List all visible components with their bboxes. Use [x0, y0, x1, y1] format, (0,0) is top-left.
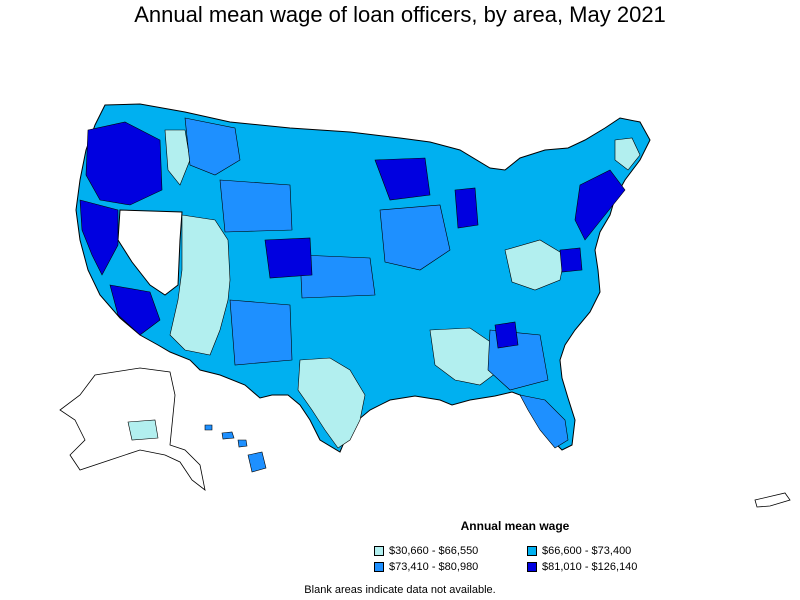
legend-label-4: $81,010 - $126,140	[542, 561, 638, 573]
tier-mid-regions	[184, 117, 569, 449]
region-southern-california	[109, 284, 161, 336]
hawaii	[204, 424, 267, 473]
region-atlanta	[494, 321, 519, 349]
map-title: Annual mean wage of loan officers, by ar…	[134, 2, 666, 27]
legend-label-2: $66,600 - $73,400	[542, 545, 632, 557]
region-dc	[559, 247, 583, 273]
legend-title: Annual mean wage	[460, 519, 570, 533]
legend-swatch-1	[374, 546, 384, 556]
blank-nevada	[117, 209, 183, 296]
legend-item-3: $73,410 - $80,980	[374, 561, 478, 573]
region-colorado	[264, 237, 313, 279]
region-northeast	[574, 169, 626, 241]
region-maine	[614, 137, 641, 171]
footnote: Blank areas indicate data not available.	[304, 584, 496, 596]
region-chicago	[454, 187, 479, 229]
region-kansas	[299, 254, 376, 299]
legend-item-2: $66,600 - $73,400	[527, 545, 631, 557]
region-florida	[519, 394, 569, 449]
region-idaho	[164, 129, 191, 186]
region-montana-west	[184, 117, 241, 176]
tier-light-regions	[164, 129, 641, 449]
region-new-mexico	[229, 299, 293, 366]
region-wyoming	[219, 179, 293, 233]
legend-label-3: $73,410 - $80,980	[389, 561, 479, 573]
legend-item-1: $30,660 - $66,550	[374, 545, 478, 557]
puerto-rico	[754, 492, 791, 508]
region-california	[79, 199, 119, 276]
region-utah-arizona	[169, 214, 231, 356]
region-appalachia	[504, 239, 566, 291]
region-deep-south	[429, 327, 501, 386]
legend-label-1: $30,660 - $66,550	[389, 545, 479, 557]
legend-item-4: $81,010 - $126,140	[527, 561, 637, 573]
region-minneapolis	[374, 157, 431, 201]
region-pacific-northwest	[85, 121, 163, 206]
alaska-shaded-area	[127, 419, 159, 441]
legend-swatch-2	[527, 546, 537, 556]
region-texas-south	[297, 357, 366, 449]
legend-swatch-3	[374, 562, 384, 572]
region-midwest	[379, 204, 451, 271]
legend-swatch-4	[527, 562, 537, 572]
tier-high-regions	[79, 121, 626, 349]
